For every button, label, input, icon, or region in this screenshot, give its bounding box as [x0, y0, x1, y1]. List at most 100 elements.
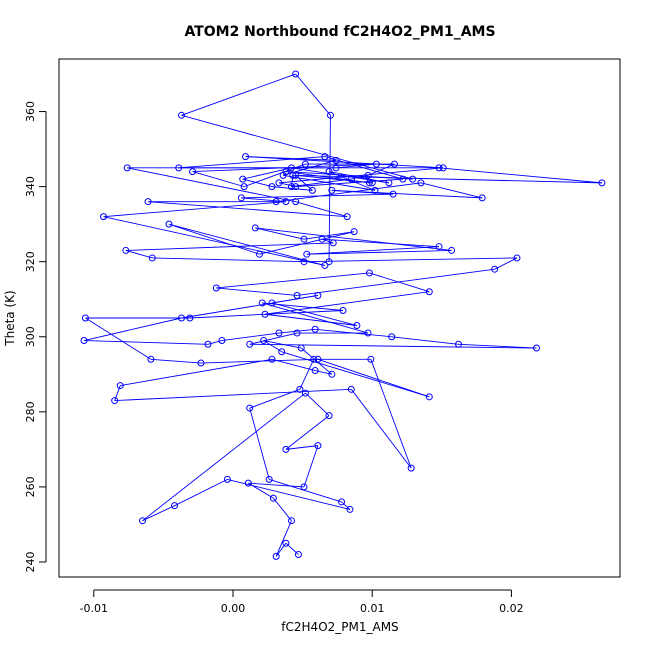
data-point — [139, 517, 147, 525]
series-segment — [303, 257, 517, 263]
data-point — [455, 340, 463, 348]
series-segment — [181, 114, 413, 180]
y-tick-label: 240 — [24, 551, 37, 572]
plot-frame — [58, 58, 621, 578]
series-segment — [168, 223, 260, 255]
data-point — [260, 337, 268, 345]
data-point — [301, 160, 309, 168]
data-point — [289, 171, 297, 179]
data-point — [347, 385, 355, 393]
data-point — [513, 254, 521, 262]
series-segment — [494, 257, 518, 270]
series-segment — [317, 358, 430, 398]
series-segment — [285, 445, 318, 450]
y-tick-label: 320 — [24, 251, 37, 272]
series-segment — [142, 392, 306, 522]
data-point — [147, 355, 155, 363]
data-point — [292, 198, 300, 206]
data-point — [123, 164, 131, 172]
data-point — [269, 494, 277, 502]
data-point — [275, 329, 283, 337]
data-point — [326, 111, 334, 119]
series-segment — [295, 201, 348, 218]
axes-layer: -0.01 0.00 0.01 0.02 240 260 280 300 320 340 360 — [24, 101, 524, 615]
data-point — [321, 261, 329, 269]
series-segment — [291, 178, 352, 188]
data-point — [237, 194, 245, 202]
series-segment — [127, 167, 296, 203]
data-point — [246, 340, 254, 348]
data-point — [300, 483, 308, 491]
series-segment — [295, 175, 313, 191]
series-segment — [174, 479, 228, 507]
series-segment — [458, 343, 537, 349]
data-point — [300, 235, 308, 243]
data-point — [282, 539, 290, 547]
data-point — [144, 198, 152, 206]
data-point — [389, 190, 397, 198]
data-point — [246, 404, 254, 412]
data-point — [258, 299, 266, 307]
series-segment — [278, 328, 316, 334]
series-segment — [285, 171, 370, 184]
data-point — [301, 389, 309, 397]
data-point — [385, 179, 393, 187]
series-segment — [438, 167, 602, 184]
series-segment — [391, 336, 459, 345]
data-point — [100, 213, 108, 221]
data-point — [186, 314, 194, 322]
chart-title: ATOM2 Northbound fC2H4O2_PM1_AMS — [184, 24, 495, 40]
data-point — [390, 160, 398, 168]
series-segment — [168, 223, 325, 266]
data-point — [223, 475, 231, 483]
data-point — [294, 550, 302, 558]
data-point — [218, 337, 226, 345]
data-layer — [80, 70, 606, 560]
data-point — [407, 464, 415, 472]
data-point — [178, 111, 186, 119]
data-point — [282, 168, 290, 176]
data-point — [311, 367, 319, 375]
series-segment — [331, 189, 483, 199]
data-point — [189, 168, 197, 176]
y-tick-label: 260 — [24, 476, 37, 497]
data-point — [325, 258, 333, 266]
data-point — [338, 498, 346, 506]
data-point — [332, 164, 340, 172]
data-point — [598, 179, 606, 187]
data-point — [425, 393, 433, 401]
data-point — [314, 442, 322, 450]
data-point — [425, 288, 433, 296]
series-segment — [85, 317, 152, 360]
series-segment — [306, 249, 452, 255]
series-segment — [321, 238, 334, 244]
series-segment — [306, 246, 440, 255]
series-segment — [271, 186, 313, 191]
data-point — [239, 175, 247, 183]
series-segment — [249, 343, 537, 349]
data-point — [346, 505, 354, 513]
y-tick-label: 280 — [24, 401, 37, 422]
data-point — [275, 179, 283, 187]
series-segment — [248, 482, 305, 488]
series-segment — [285, 415, 330, 450]
data-point — [80, 337, 88, 345]
series-segment — [114, 388, 352, 402]
data-point — [343, 213, 351, 221]
data-point — [303, 250, 311, 258]
series-segment — [299, 359, 315, 390]
series-segment — [295, 73, 331, 116]
data-point — [347, 175, 355, 183]
series-segment — [322, 238, 440, 248]
x-tick-label: 0.01 — [360, 602, 385, 615]
data-point — [325, 168, 333, 176]
series-segment — [296, 268, 495, 296]
data-point — [532, 344, 540, 352]
y-tick-label: 300 — [24, 326, 37, 347]
data-point — [310, 355, 318, 363]
series-segment — [269, 478, 342, 503]
data-point — [197, 359, 205, 367]
y-tick-label: 340 — [24, 176, 37, 197]
